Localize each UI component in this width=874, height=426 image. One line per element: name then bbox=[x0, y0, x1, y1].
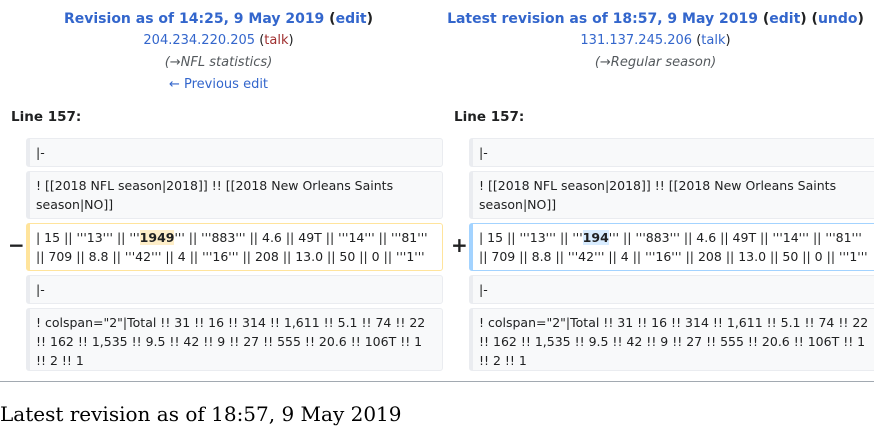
diff-text: ! colspan="2"|Total !! 31 !! 16 !! 314 !… bbox=[479, 315, 869, 368]
left-context-row-2: ! [[2018 NFL season|2018]] !! [[2018 New… bbox=[26, 171, 443, 219]
left-revision-title: Revision as of 14:25, 9 May 2019 (edit) bbox=[63, 11, 373, 27]
right-revision-title: Latest revision as of 18:57, 9 May 2019 … bbox=[447, 11, 864, 27]
right-edit-link[interactable]: edit bbox=[769, 11, 801, 27]
diff-text-prefix: | 15 || '''13''' || ''' bbox=[479, 230, 583, 245]
previous-edit-link[interactable]: ← Previous edit bbox=[168, 77, 269, 92]
left-revision-header: Revision as of 14:25, 9 May 2019 (edit) … bbox=[0, 8, 437, 96]
diff-text: ! [[2018 NFL season|2018]] !! [[2018 New… bbox=[36, 178, 394, 212]
left-context-row-5: ! colspan="2"|Total !! 31 !! 16 !! 314 !… bbox=[26, 308, 443, 371]
left-line-number: Line 157: bbox=[11, 109, 82, 125]
right-user-line: 131.137.245.206 (talk) bbox=[580, 33, 731, 48]
diff-text-prefix: | 15 || '''13''' || ''' bbox=[36, 230, 140, 245]
revision-heading: Latest revision as of 18:57, 9 May 2019 bbox=[0, 402, 402, 426]
minus-marker: − bbox=[8, 233, 25, 257]
right-context-row-1: |- bbox=[469, 138, 874, 167]
deleted-line: | 15 || '''13''' || '''1949''' || '''883… bbox=[26, 223, 443, 271]
diff-text: ! colspan="2"|Total !! 31 !! 16 !! 314 !… bbox=[36, 315, 426, 368]
diff-text: |- bbox=[36, 282, 45, 297]
right-context-row-4: |- bbox=[469, 275, 874, 304]
diff-text-suffix: ''' || '''883''' || 4.6 || 49T || '''14'… bbox=[479, 230, 868, 270]
added-line: | 15 || '''13''' || '''194''' || '''883'… bbox=[469, 223, 874, 271]
undo-link[interactable]: undo bbox=[817, 11, 858, 27]
plus-marker: + bbox=[451, 233, 468, 257]
divider bbox=[0, 381, 874, 382]
deleted-word: 1949 bbox=[139, 230, 175, 245]
right-edit-summary: (→Regular season) bbox=[594, 55, 717, 70]
right-line-number: Line 157: bbox=[454, 109, 525, 125]
left-user-link[interactable]: 204.234.220.205 bbox=[143, 33, 256, 48]
diff-text: |- bbox=[479, 282, 488, 297]
left-context-row-4: |- bbox=[26, 275, 443, 304]
left-context-row-1: |- bbox=[26, 138, 443, 167]
left-user-line: 204.234.220.205 (talk) bbox=[143, 33, 294, 48]
left-edit-link[interactable]: edit bbox=[335, 11, 367, 27]
diff-text: |- bbox=[479, 145, 488, 160]
right-revision-header: Latest revision as of 18:57, 9 May 2019 … bbox=[437, 8, 874, 74]
left-edit-summary: (→NFL statistics) bbox=[164, 55, 273, 70]
diff-text-suffix: ''' || '''883''' || 4.6 || 49T || '''14'… bbox=[36, 230, 428, 270]
left-talk-link[interactable]: talk bbox=[264, 33, 289, 48]
right-talk-link[interactable]: talk bbox=[701, 33, 726, 48]
left-revision-link[interactable]: Revision as of 14:25, 9 May 2019 bbox=[63, 11, 325, 27]
diff-text: ! [[2018 NFL season|2018]] !! [[2018 New… bbox=[479, 178, 837, 212]
diff-text: |- bbox=[36, 145, 45, 160]
right-user-link[interactable]: 131.137.245.206 bbox=[580, 33, 693, 48]
right-context-row-2: ! [[2018 NFL season|2018]] !! [[2018 New… bbox=[469, 171, 874, 219]
added-word: 194 bbox=[582, 230, 609, 245]
right-context-row-5: ! colspan="2"|Total !! 31 !! 16 !! 314 !… bbox=[469, 308, 874, 371]
right-revision-link[interactable]: Latest revision as of 18:57, 9 May 2019 bbox=[447, 11, 758, 27]
